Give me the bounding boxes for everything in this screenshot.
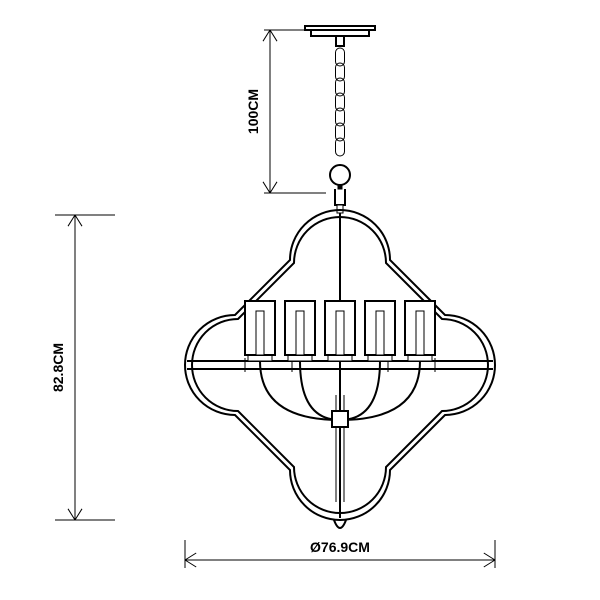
- dimension-chain-label: 100CM: [245, 89, 261, 134]
- dimension-width-label: Ø76.9CM: [310, 539, 370, 555]
- dimension-height-label: 82.8CM: [50, 343, 66, 392]
